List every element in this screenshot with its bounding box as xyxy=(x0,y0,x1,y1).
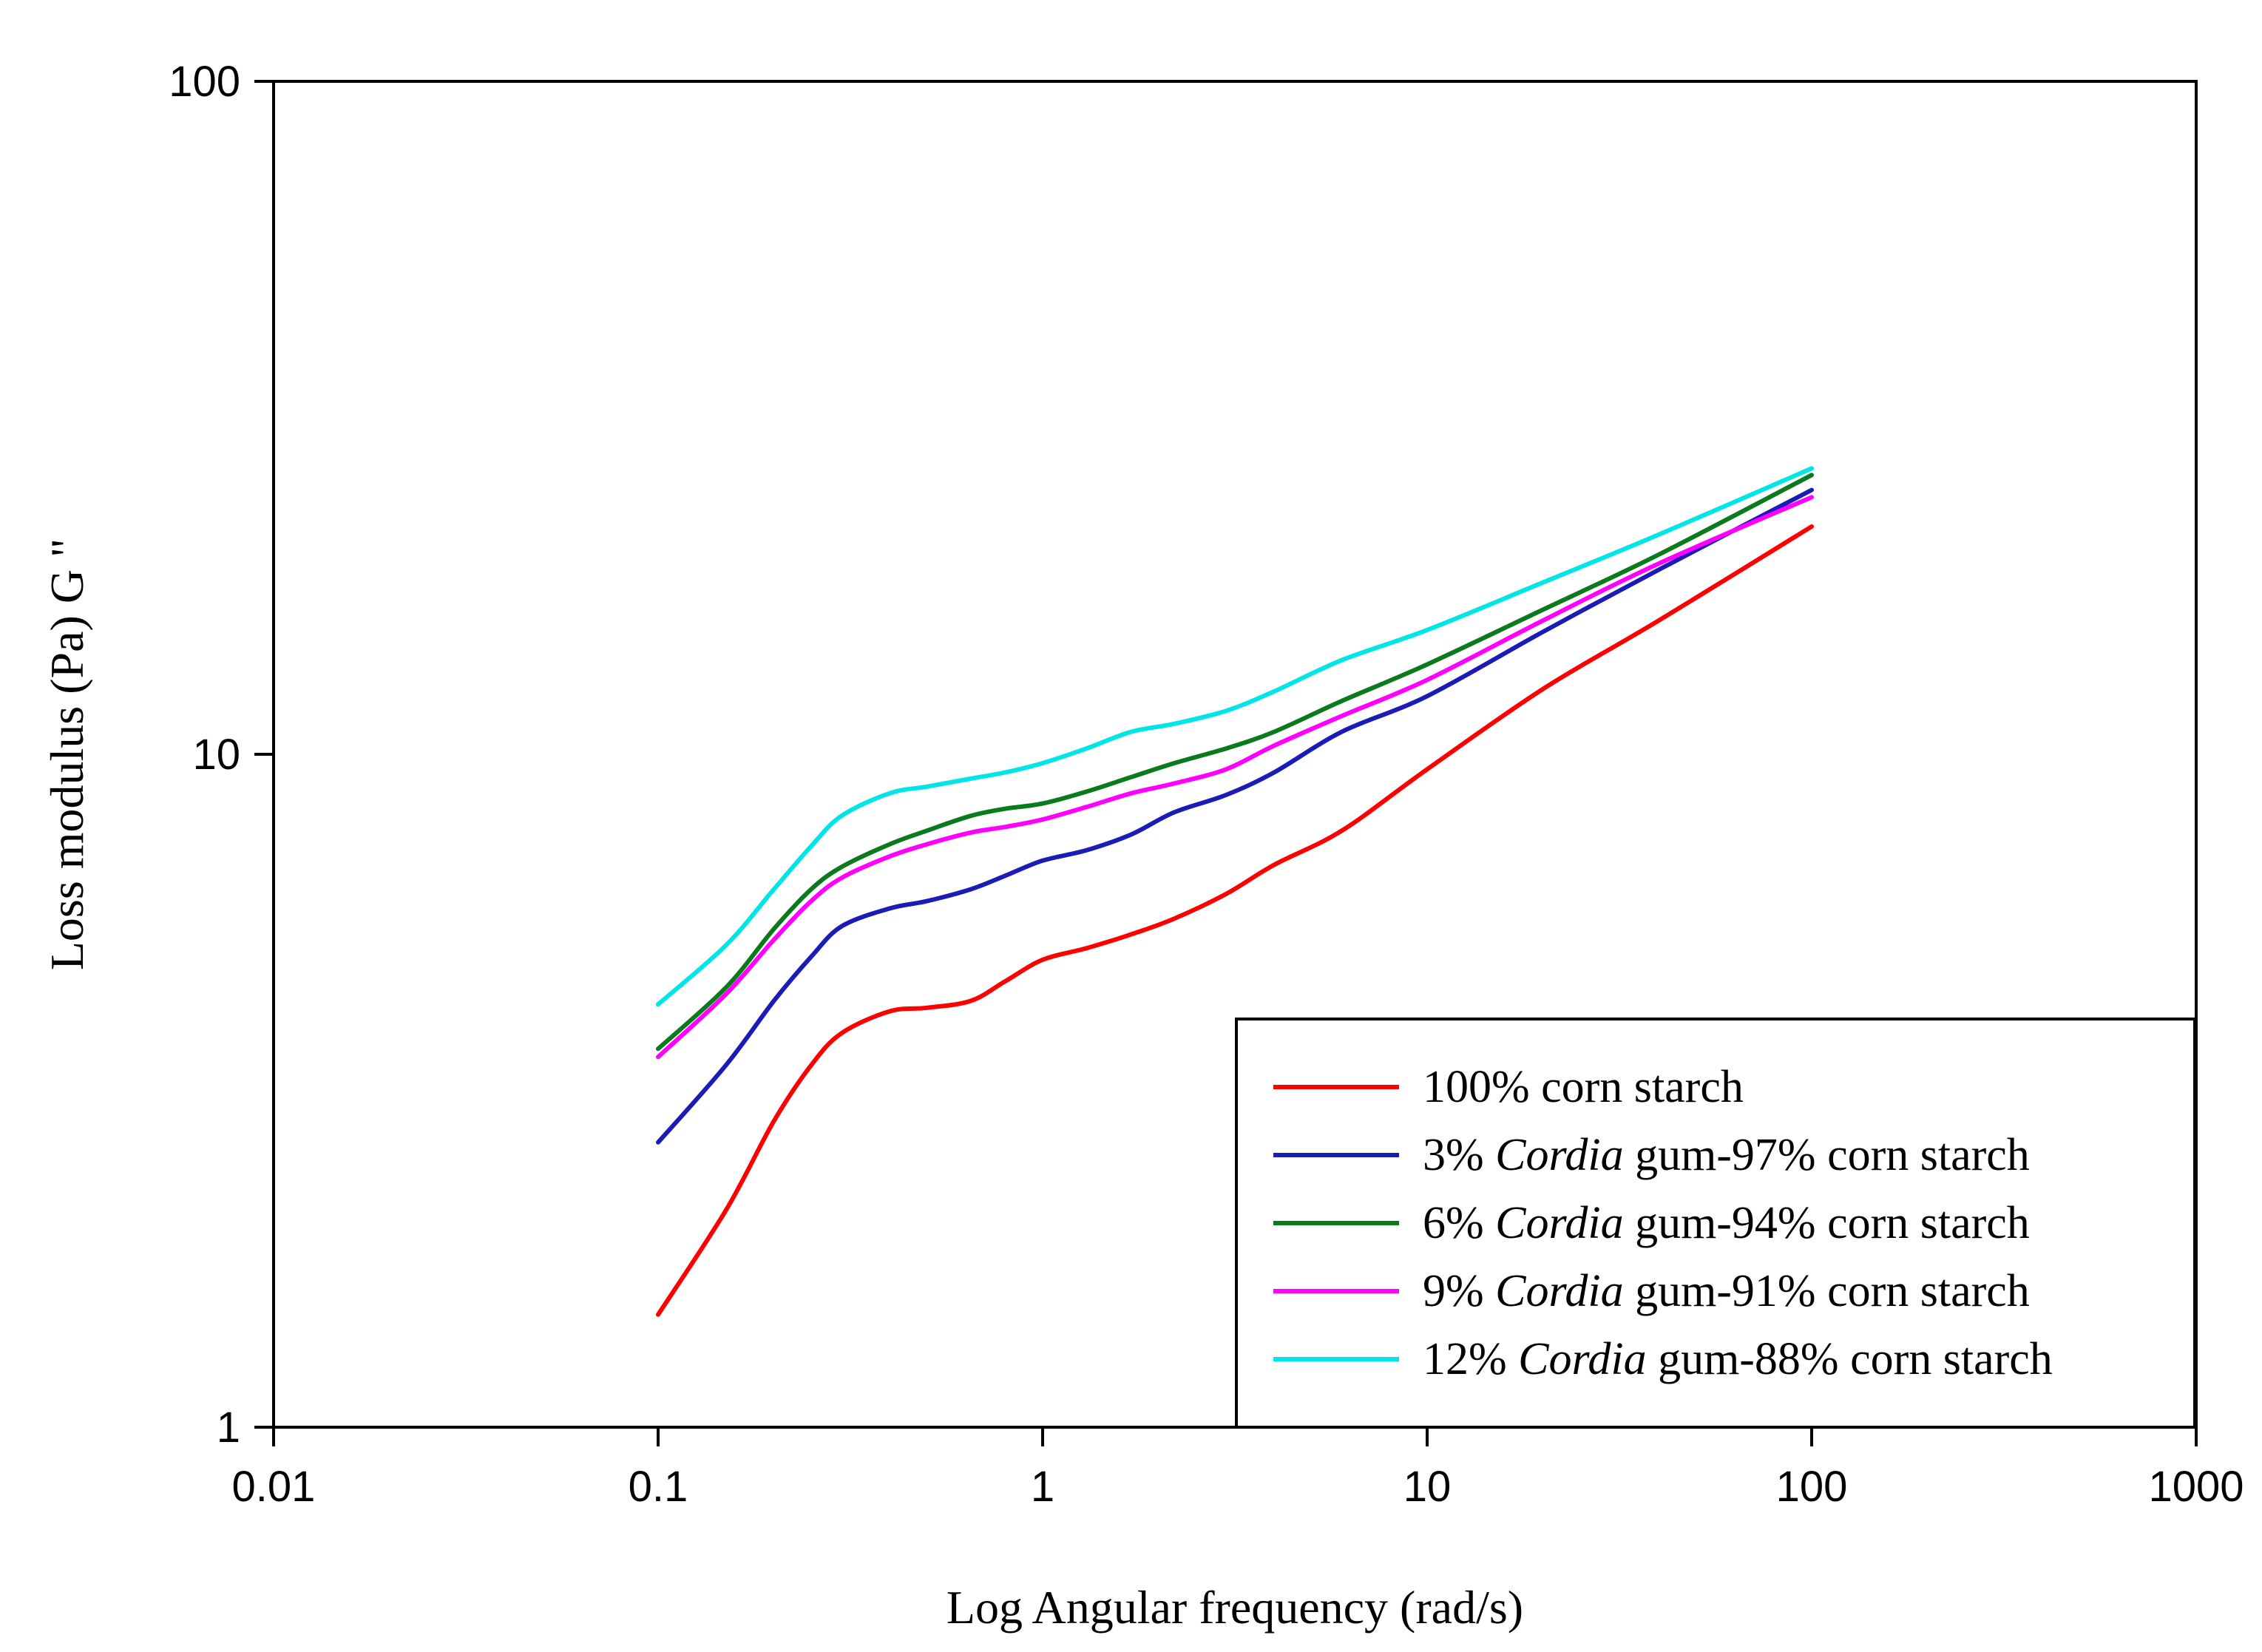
x-axis: 0.01 0.1 1 10 100 1000 xyxy=(232,1427,2244,1511)
y-axis-title: Loss modulus (Pa) G " xyxy=(41,538,93,970)
legend-label-italic: Cordia xyxy=(1518,1334,1646,1384)
legend-label-part: 12% xyxy=(1423,1334,1518,1384)
x-tick-label: 1000 xyxy=(2148,1463,2244,1511)
legend-label: 100% corn starch xyxy=(1423,1062,1744,1112)
legend-label-italic: Cordia xyxy=(1495,1266,1623,1316)
y-tick-label: 10 xyxy=(192,731,240,779)
legend-label: 6% Cordia gum-94% corn starch xyxy=(1423,1198,2030,1248)
series-curves xyxy=(656,466,1814,1317)
legend-label-part: 100% corn starch xyxy=(1423,1062,1744,1112)
x-tick-label: 10 xyxy=(1403,1463,1452,1511)
series-line-1 xyxy=(656,524,1814,1317)
legend-label-italic: Cordia xyxy=(1495,1198,1623,1248)
series-line-5 xyxy=(656,466,1814,1007)
x-tick-label: 100 xyxy=(1776,1463,1848,1511)
legend: 100% corn starch 3% Cordia gum-97% corn s… xyxy=(1235,1018,2196,1429)
y-tick-label: 1 xyxy=(217,1404,240,1452)
legend-label-part: gum-91% corn starch xyxy=(1624,1266,2030,1316)
series-line-4 xyxy=(656,495,1814,1060)
x-tick-label: 1 xyxy=(1031,1463,1054,1511)
y-axis: 1 10 100 xyxy=(169,58,274,1452)
legend-label-part: gum-88% corn starch xyxy=(1647,1334,2053,1384)
legend-label: 9% Cordia gum-91% corn starch xyxy=(1423,1266,2030,1316)
y-tick-label: 100 xyxy=(169,58,240,106)
series-line-2 xyxy=(656,487,1814,1145)
x-tick-label: 0.01 xyxy=(232,1463,316,1511)
legend-label-part: 9% xyxy=(1423,1266,1495,1316)
legend-label-part: 6% xyxy=(1423,1198,1495,1248)
legend-label-part: 3% xyxy=(1423,1130,1495,1180)
legend-label-part: gum-97% corn starch xyxy=(1624,1130,2030,1180)
x-axis-title: Log Angular frequency (rad/s) xyxy=(947,1581,1523,1634)
legend-label-part: gum-94% corn starch xyxy=(1624,1198,2030,1248)
legend-label: 12% Cordia gum-88% corn starch xyxy=(1423,1334,2053,1384)
legend-label-italic: Cordia xyxy=(1495,1130,1623,1180)
legend-label: 3% Cordia gum-97% corn starch xyxy=(1423,1130,2030,1180)
x-tick-label: 0.1 xyxy=(629,1463,688,1511)
series-line-3 xyxy=(656,473,1814,1052)
